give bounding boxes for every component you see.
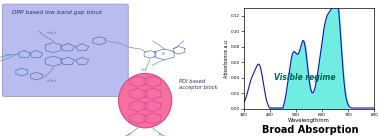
Text: $n$Hex: $n$Hex	[46, 77, 57, 84]
Text: DPP based low band gap block: DPP based low band gap block	[12, 10, 102, 15]
Text: Broad Absorption: Broad Absorption	[262, 125, 358, 135]
FancyBboxPatch shape	[2, 4, 128, 97]
X-axis label: Wavelength/nm: Wavelength/nm	[288, 118, 330, 123]
Text: $n$Hex: $n$Hex	[46, 29, 57, 36]
Ellipse shape	[119, 73, 172, 128]
Text: Visible regime: Visible regime	[274, 73, 336, 82]
Text: PDI based
acceptor block: PDI based acceptor block	[179, 79, 218, 90]
Y-axis label: Absorbance a.u: Absorbance a.u	[224, 39, 229, 78]
Text: B: B	[162, 52, 165, 56]
Text: HO: HO	[140, 68, 146, 72]
